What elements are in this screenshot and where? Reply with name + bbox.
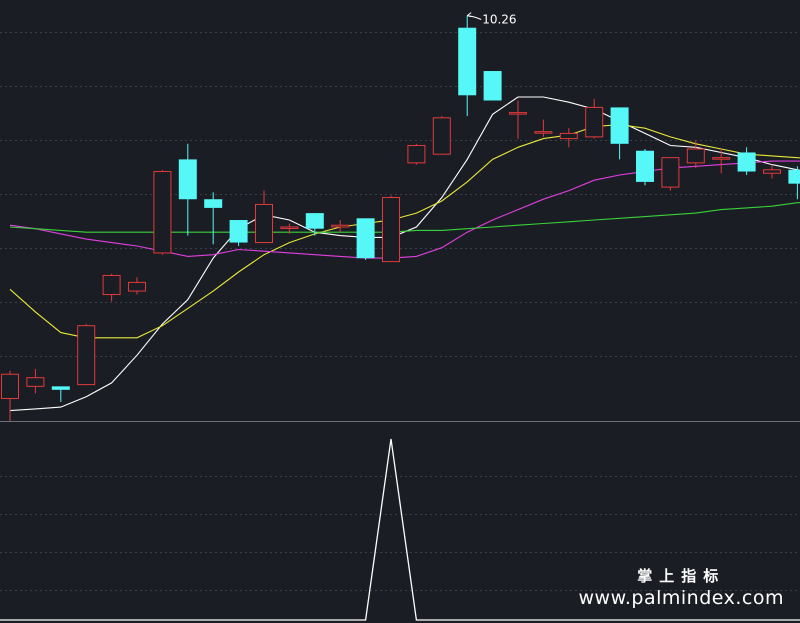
max-price-arrow: [466, 12, 482, 21]
candle-body: [51, 386, 70, 390]
candle: [534, 119, 553, 137]
candle-body: [737, 152, 756, 172]
candle: [356, 218, 375, 260]
candle: [280, 223, 299, 234]
candle-body: [356, 218, 375, 259]
candle: [763, 164, 781, 179]
candle-body: [26, 377, 45, 387]
candle: [788, 166, 800, 200]
candle-body: [382, 197, 400, 263]
watermark-url: www.palmindex.com: [578, 587, 784, 609]
candle-body: [77, 325, 96, 386]
ma-line-1: [9, 96, 800, 412]
candle: [102, 273, 121, 302]
candle: [128, 277, 146, 295]
candle-body: [712, 157, 731, 160]
candle-body: [559, 132, 578, 140]
candle-body: [229, 220, 248, 243]
indicator-grid: [0, 476, 800, 591]
candle: [661, 157, 680, 191]
candle: [51, 386, 70, 402]
candle-body: [153, 171, 172, 254]
candle: [585, 98, 604, 139]
candle: [458, 15, 477, 117]
price-grid: [0, 32, 800, 357]
candle: [483, 71, 502, 101]
candle-body: [305, 213, 324, 229]
candle-body: [636, 150, 654, 182]
candle-body: [1, 373, 19, 399]
ma-line-4: [9, 202, 800, 233]
indicator-line: [0, 438, 800, 621]
max-price-label: 10.26: [482, 13, 516, 27]
candle-body: [585, 106, 604, 138]
candle: [1, 370, 19, 421]
candle-body: [686, 148, 705, 164]
candle-body: [534, 131, 553, 134]
candle-body: [255, 203, 273, 244]
candle: [610, 107, 629, 160]
candlestick-series: [1, 15, 800, 421]
candle-body: [102, 274, 121, 296]
candle: [77, 323, 96, 386]
candle: [331, 220, 350, 233]
candle-body: [204, 199, 223, 208]
candle-body: [763, 169, 781, 174]
candle-body: [432, 117, 451, 155]
candle-body: [128, 281, 146, 292]
candle-body: [407, 145, 426, 164]
max-price-marker: 10.26: [466, 12, 517, 27]
candle: [229, 220, 248, 247]
candle-body: [280, 226, 299, 229]
candle: [509, 100, 527, 139]
candle: [407, 143, 426, 165]
candle: [305, 213, 324, 236]
candle-body: [509, 112, 527, 115]
ma-line-2: [9, 124, 800, 339]
candle: [382, 195, 400, 263]
candle-body: [661, 157, 680, 188]
candle: [178, 143, 197, 236]
watermark: 掌上指标 www.palmindex.com: [578, 565, 784, 609]
candle-body: [788, 169, 800, 184]
candle: [559, 128, 578, 148]
moving-average-lines: [9, 96, 800, 412]
candle: [636, 148, 654, 186]
candle: [153, 169, 172, 255]
candle: [737, 147, 756, 175]
candle-body: [610, 107, 629, 144]
candle: [204, 192, 223, 245]
ma-line-3: [9, 160, 800, 259]
candle-body: [458, 27, 477, 96]
candle: [255, 190, 273, 244]
candle-body: [483, 71, 502, 101]
candle-body: [178, 159, 197, 200]
candle: [686, 140, 705, 169]
candle-body: [331, 224, 350, 228]
watermark-title: 掌上指标: [637, 567, 726, 585]
candle: [26, 369, 45, 394]
candle: [712, 148, 731, 174]
candle: [432, 116, 451, 155]
